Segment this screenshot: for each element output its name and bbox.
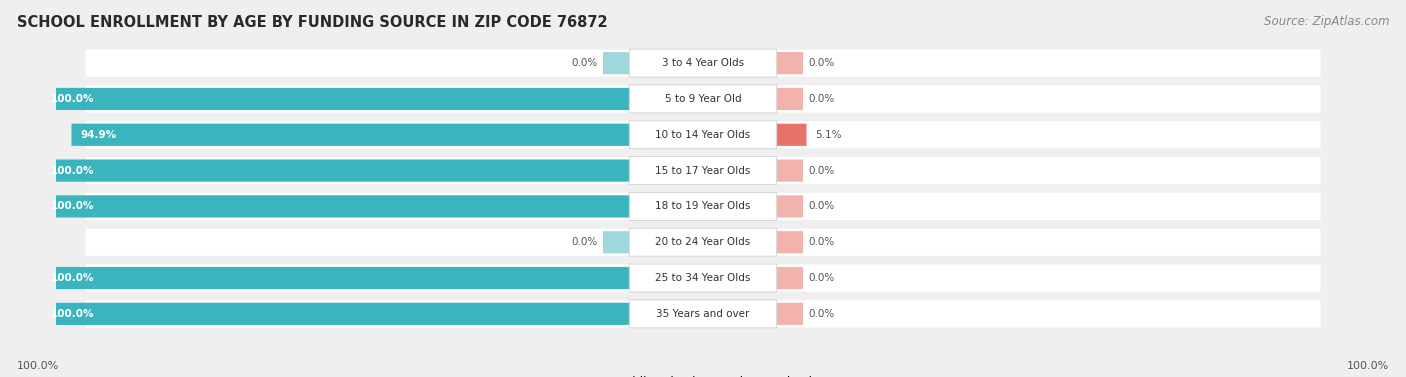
Text: 18 to 19 Year Olds: 18 to 19 Year Olds bbox=[655, 201, 751, 211]
FancyBboxPatch shape bbox=[776, 52, 803, 74]
FancyBboxPatch shape bbox=[776, 88, 803, 110]
Text: 94.9%: 94.9% bbox=[80, 130, 117, 140]
Text: 0.0%: 0.0% bbox=[808, 237, 835, 247]
Text: 10 to 14 Year Olds: 10 to 14 Year Olds bbox=[655, 130, 751, 140]
FancyBboxPatch shape bbox=[776, 303, 803, 325]
FancyBboxPatch shape bbox=[630, 85, 776, 113]
Text: 20 to 24 Year Olds: 20 to 24 Year Olds bbox=[655, 237, 751, 247]
Text: 35 Years and over: 35 Years and over bbox=[657, 309, 749, 319]
Text: 100.0%: 100.0% bbox=[51, 273, 94, 283]
Text: 0.0%: 0.0% bbox=[571, 58, 598, 68]
Text: 15 to 17 Year Olds: 15 to 17 Year Olds bbox=[655, 166, 751, 176]
FancyBboxPatch shape bbox=[603, 52, 630, 74]
FancyBboxPatch shape bbox=[86, 85, 1320, 113]
FancyBboxPatch shape bbox=[630, 228, 776, 256]
FancyBboxPatch shape bbox=[86, 49, 1320, 77]
Text: 0.0%: 0.0% bbox=[571, 237, 598, 247]
FancyBboxPatch shape bbox=[630, 156, 776, 185]
Text: 0.0%: 0.0% bbox=[808, 94, 835, 104]
FancyBboxPatch shape bbox=[630, 49, 776, 77]
Text: 25 to 34 Year Olds: 25 to 34 Year Olds bbox=[655, 273, 751, 283]
FancyBboxPatch shape bbox=[630, 121, 776, 149]
FancyBboxPatch shape bbox=[776, 159, 803, 182]
Text: 0.0%: 0.0% bbox=[808, 166, 835, 176]
FancyBboxPatch shape bbox=[776, 124, 807, 146]
Text: SCHOOL ENROLLMENT BY AGE BY FUNDING SOURCE IN ZIP CODE 76872: SCHOOL ENROLLMENT BY AGE BY FUNDING SOUR… bbox=[17, 15, 607, 30]
Text: 3 to 4 Year Olds: 3 to 4 Year Olds bbox=[662, 58, 744, 68]
FancyBboxPatch shape bbox=[72, 124, 630, 146]
Text: 100.0%: 100.0% bbox=[51, 309, 94, 319]
FancyBboxPatch shape bbox=[86, 228, 1320, 256]
FancyBboxPatch shape bbox=[42, 88, 630, 110]
FancyBboxPatch shape bbox=[630, 300, 776, 328]
FancyBboxPatch shape bbox=[630, 264, 776, 292]
FancyBboxPatch shape bbox=[603, 231, 630, 253]
Text: 100.0%: 100.0% bbox=[51, 94, 94, 104]
Text: 100.0%: 100.0% bbox=[51, 201, 94, 211]
Text: 0.0%: 0.0% bbox=[808, 309, 835, 319]
Text: 100.0%: 100.0% bbox=[1347, 361, 1389, 371]
Text: 5 to 9 Year Old: 5 to 9 Year Old bbox=[665, 94, 741, 104]
Text: 0.0%: 0.0% bbox=[808, 273, 835, 283]
FancyBboxPatch shape bbox=[42, 159, 630, 182]
FancyBboxPatch shape bbox=[776, 267, 803, 289]
Text: 0.0%: 0.0% bbox=[808, 58, 835, 68]
Text: 5.1%: 5.1% bbox=[815, 130, 842, 140]
Legend: Public School, Private School: Public School, Private School bbox=[593, 376, 813, 377]
FancyBboxPatch shape bbox=[42, 195, 630, 218]
FancyBboxPatch shape bbox=[86, 157, 1320, 184]
Text: 0.0%: 0.0% bbox=[808, 201, 835, 211]
FancyBboxPatch shape bbox=[42, 303, 630, 325]
FancyBboxPatch shape bbox=[86, 264, 1320, 292]
Text: 100.0%: 100.0% bbox=[51, 166, 94, 176]
FancyBboxPatch shape bbox=[42, 267, 630, 289]
Text: Source: ZipAtlas.com: Source: ZipAtlas.com bbox=[1264, 15, 1389, 28]
FancyBboxPatch shape bbox=[776, 195, 803, 218]
FancyBboxPatch shape bbox=[776, 231, 803, 253]
FancyBboxPatch shape bbox=[86, 193, 1320, 220]
Text: 100.0%: 100.0% bbox=[17, 361, 59, 371]
FancyBboxPatch shape bbox=[86, 300, 1320, 328]
FancyBboxPatch shape bbox=[86, 121, 1320, 149]
FancyBboxPatch shape bbox=[630, 192, 776, 221]
